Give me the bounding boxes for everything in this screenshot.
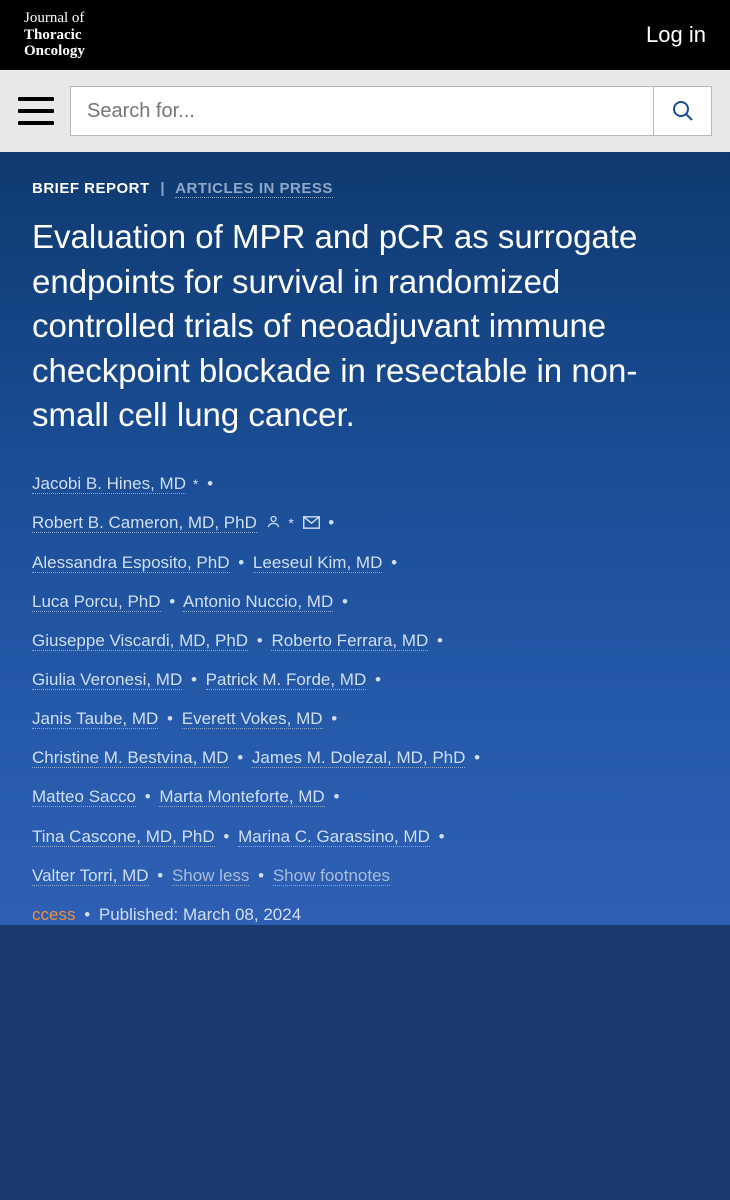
search-input[interactable] [71,87,653,135]
separator-dot: • [439,827,445,846]
separator-dot: • [238,553,244,572]
separator-dot: • [474,748,480,767]
asterisk-icon: * [288,515,293,531]
journal-line3: Oncology [24,43,85,60]
separator-dot: • [342,592,348,611]
article-title: Evaluation of MPR and pCR as surrogate e… [32,215,698,438]
journal-line2: Thoracic [24,27,85,44]
author-link[interactable]: Christine M. Bestvina, MD [32,748,229,768]
author-link[interactable]: Valter Torri, MD [32,866,149,886]
login-link[interactable]: Log in [646,22,706,48]
separator-dot: • [328,513,334,532]
author-link[interactable]: Marina C. Garassino, MD [238,827,430,847]
article-category: BRIEF REPORT [32,180,150,197]
articles-in-press-link[interactable]: ARTICLES IN PRESS [175,180,333,198]
separator-dot: • [84,905,90,924]
separator-dot: • [169,592,175,611]
author-link[interactable]: Giuseppe Viscardi, MD, PhD [32,631,248,651]
search-field [70,86,712,136]
author-link[interactable]: Antonio Nuccio, MD [183,592,333,612]
published-date: March 08, 2024 [183,905,301,924]
show-less-link[interactable]: Show less [172,866,249,886]
search-icon [671,99,695,123]
author-link[interactable]: Janis Taube, MD [32,709,158,729]
journal-line1: Journal of [24,10,85,27]
author-link[interactable]: Leeseul Kim, MD [253,553,382,573]
separator-dot: • [167,709,173,728]
show-footnotes-link[interactable]: Show footnotes [273,866,390,886]
category-row: BRIEF REPORT | ARTICLES IN PRESS [32,180,698,197]
separator-dot: • [257,631,263,650]
separator-dot: • [237,748,243,767]
author-link[interactable]: Everett Vokes, MD [182,709,323,729]
separator-dot: • [333,787,339,806]
author-link[interactable]: Jacobi B. Hines, MD [32,474,186,494]
top-bar: Journal of Thoracic Oncology Log in [0,0,730,70]
article-content: BRIEF REPORT | ARTICLES IN PRESS Evaluat… [0,152,730,925]
menu-icon[interactable] [18,97,54,125]
separator-dot: • [145,787,151,806]
search-button[interactable] [653,87,711,135]
asterisk-icon: * [189,476,198,492]
author-link[interactable]: Marta Monteforte, MD [159,787,324,807]
author-link[interactable]: Patrick M. Forde, MD [206,670,367,690]
separator-dot: • [258,866,264,885]
separator-dot: • [207,474,213,493]
separator-dot: • [437,631,443,650]
author-list: Jacobi B. Hines, MD * • Robert B. Camero… [32,464,698,895]
mail-icon[interactable] [303,504,320,543]
separator-dot: • [223,827,229,846]
author-link[interactable]: Roberto Ferrara, MD [271,631,428,651]
separator-dot: • [391,553,397,572]
separator-dot: • [191,670,197,689]
journal-logo[interactable]: Journal of Thoracic Oncology [24,10,85,60]
person-icon[interactable] [266,504,281,543]
separator-dot: • [375,670,381,689]
search-bar [0,70,730,152]
author-link[interactable]: Robert B. Cameron, MD, PhD [32,513,257,533]
author-link[interactable]: Luca Porcu, PhD [32,592,161,612]
separator-dot: • [157,866,163,885]
author-link[interactable]: Tina Cascone, MD, PhD [32,827,215,847]
author-link[interactable]: Alessandra Esposito, PhD [32,553,230,573]
author-link[interactable]: James M. Dolezal, MD, PhD [252,748,466,768]
published-label: Published: [99,905,178,924]
separator-dot: • [331,709,337,728]
access-label: ccess [32,905,75,924]
meta-row: ccess • Published: March 08, 2024 [32,905,698,925]
author-link[interactable]: Giulia Veronesi, MD [32,670,182,690]
author-link[interactable]: Matteo Sacco [32,787,136,807]
category-separator: | [160,180,165,197]
